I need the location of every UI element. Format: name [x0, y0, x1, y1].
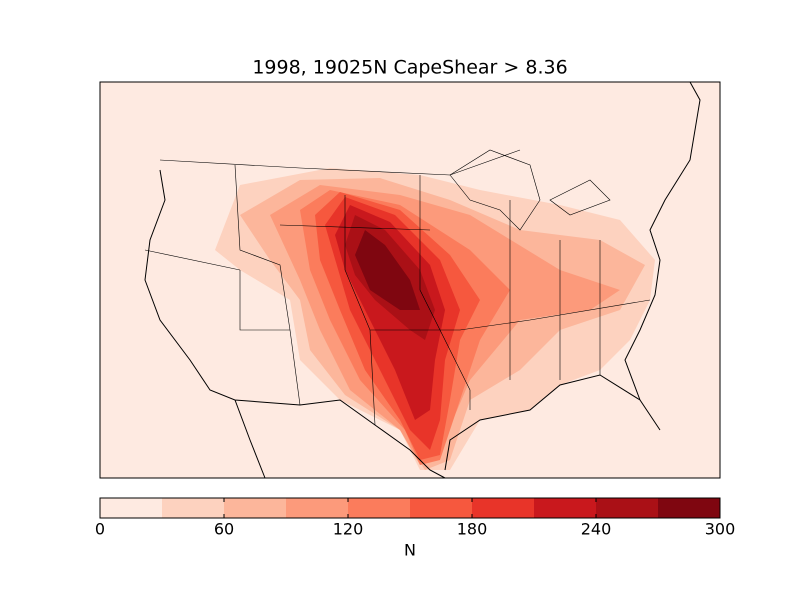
great-lakes	[449, 149, 611, 231]
colorbar-cell	[162, 498, 224, 518]
colorbar-tick-label: 180	[457, 520, 488, 539]
colorbar-cell	[286, 498, 348, 518]
colorbar-cell	[658, 498, 720, 518]
colorbar-tick-label: 60	[214, 520, 234, 539]
colorbar-cell	[410, 498, 472, 518]
colorbar-cell	[224, 498, 286, 518]
colorbar: 0 60 120 180 240 300	[95, 498, 735, 539]
colorbar-cell	[348, 498, 410, 518]
colorbar-cell	[596, 498, 658, 518]
colorbar-tick-label: 120	[333, 520, 364, 539]
colorbar-cell	[100, 498, 162, 518]
colorbar-cell	[472, 498, 534, 518]
map	[99, 81, 721, 479]
map-frame	[99, 81, 721, 479]
colorbar-tick-label: 300	[705, 520, 736, 539]
contour-region	[355, 230, 420, 310]
colorbar-label: N	[404, 541, 416, 560]
map-title: 1998, 19025N CapeShear > 8.36	[252, 57, 567, 79]
colorbar-tick-label: 240	[581, 520, 612, 539]
colorbar-cell	[534, 498, 596, 518]
colorbar-tick-label: 0	[95, 520, 105, 539]
colorbar-frame	[99, 497, 721, 519]
border-line	[144, 149, 651, 426]
